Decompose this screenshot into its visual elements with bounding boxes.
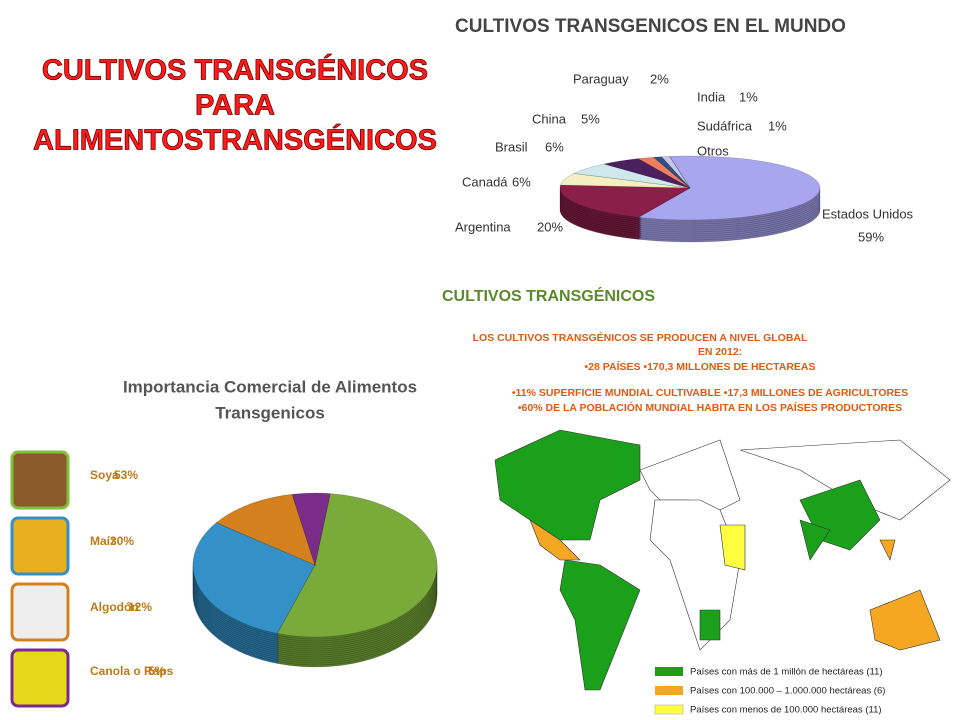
legend-swatch	[655, 667, 683, 676]
value-label: 1%	[739, 89, 758, 104]
value-label: 59%	[858, 229, 884, 244]
slice	[669, 156, 691, 189]
slice-label: Soya	[90, 468, 119, 482]
slice	[291, 492, 331, 567]
slice	[637, 155, 821, 221]
slice-label: Sudáfrica	[697, 118, 753, 133]
value-label: 20%	[537, 219, 563, 234]
value-label: 6%	[545, 139, 564, 154]
legend-label: Países con menos de 100.000 hectáreas (1…	[690, 705, 882, 716]
slice-label: Estados Unidos	[822, 206, 914, 221]
slice-label: Algodón	[90, 600, 139, 614]
slide-title: ALIMENTOSTRANSGÉNICOS	[33, 123, 437, 157]
chart-title: CULTIVOS TRANSGENICOS EN EL MUNDO	[455, 16, 846, 37]
legend-swatch	[654, 704, 684, 715]
slice-label: Maíz	[90, 534, 116, 548]
slice-label: Canola o Raps	[90, 664, 174, 678]
value-label: 5%	[148, 664, 166, 678]
legend-label: Países con más de 1 millón de hectáreas …	[690, 667, 883, 678]
value-label: 12%	[128, 600, 152, 614]
slice-label: India	[697, 89, 726, 104]
slice-label: Canadá	[462, 174, 508, 189]
slice	[192, 522, 316, 634]
value-label: 53%	[114, 468, 138, 482]
slice	[603, 158, 691, 189]
value-label: 30%	[110, 534, 134, 548]
map-text: •28 PAÍSES •170,3 MILLONES DE HECTAREAS	[584, 360, 815, 373]
map-text: EN 2012:	[698, 346, 742, 358]
slide-title: CULTIVOS TRANSGÉNICOS	[42, 53, 428, 87]
chart-title: Importancia Comercial de Alimentos	[123, 377, 417, 396]
slice-label: China	[532, 111, 567, 126]
legend-label: Países con 100.000 – 1.000.000 hectáreas…	[690, 686, 885, 697]
legend-swatch	[655, 686, 683, 695]
slide-title: PARA	[195, 90, 275, 122]
slice	[573, 163, 691, 189]
value-label: 2%	[650, 71, 669, 86]
slice	[560, 173, 691, 189]
slice	[276, 493, 438, 638]
value-label: 5%	[581, 111, 600, 126]
slice	[660, 156, 691, 189]
slice-label: Otros	[697, 143, 729, 158]
slice	[215, 493, 316, 566]
chart-title: Transgenicos	[215, 403, 325, 422]
map-text: LOS CULTIVOS TRANSGÉNICOS SE PRODUCEN A …	[473, 331, 808, 344]
slice-label: Paraguay	[573, 71, 629, 86]
value-label: 6%	[512, 174, 531, 189]
world-map	[494, 429, 951, 691]
slice-label: Brasil	[495, 139, 528, 154]
slice	[637, 156, 691, 189]
map-text: •60% DE LA POBLACIÓN MUNDIAL HABITA EN L…	[518, 401, 902, 414]
crop-images	[10, 450, 70, 708]
map-title: CULTIVOS TRANSGÉNICOS	[442, 286, 655, 305]
map-text: •11% SUPERFICIE MUNDIAL CULTIVABLE •17,3…	[512, 387, 908, 399]
slice	[652, 156, 691, 189]
slice-label: Argentina	[455, 219, 511, 234]
slice	[559, 184, 692, 218]
value-label: 1%	[768, 118, 787, 133]
